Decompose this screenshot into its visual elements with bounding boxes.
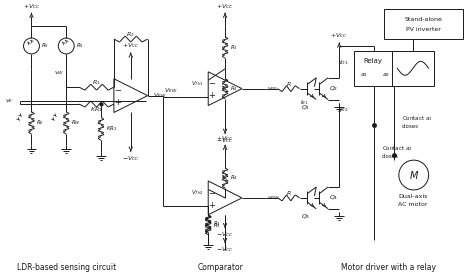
Text: $I_{B1}$: $I_{B1}$ <box>301 98 309 107</box>
Bar <box>354 51 434 86</box>
Text: $R_1$: $R_1$ <box>92 78 101 87</box>
Text: Relay: Relay <box>364 58 383 64</box>
Text: $R_2$: $R_2$ <box>127 30 135 39</box>
Text: $a_2$: $a_2$ <box>382 71 390 79</box>
Text: $R_4$: $R_4$ <box>230 173 238 182</box>
Text: Dual-axis: Dual-axis <box>398 194 428 199</box>
Text: $+V_{CC}$: $+V_{CC}$ <box>216 134 234 143</box>
Text: $R$: $R$ <box>286 80 292 88</box>
Text: Motor driver with a relay: Motor driver with a relay <box>341 263 437 272</box>
Text: AC motor: AC motor <box>398 202 428 207</box>
Text: $Q_1$: $Q_1$ <box>301 103 310 112</box>
Text: $-$: $-$ <box>208 77 216 86</box>
Text: $R_E$: $R_E$ <box>36 118 45 127</box>
Text: $R_3$: $R_3$ <box>213 221 221 230</box>
Text: $R_W$: $R_W$ <box>71 118 81 127</box>
Text: $R_S$: $R_S$ <box>76 41 84 50</box>
Text: $+V_{CC}$: $+V_{CC}$ <box>23 2 40 11</box>
Text: $-V_{CC}$: $-V_{CC}$ <box>216 245 234 254</box>
Text: $-$: $-$ <box>208 187 216 196</box>
Text: $a_1$: $a_1$ <box>360 71 368 79</box>
Text: $R_3$: $R_3$ <box>230 43 238 52</box>
Text: $Q_4$: $Q_4$ <box>328 193 338 202</box>
Text: $+V_{CC}$: $+V_{CC}$ <box>122 41 139 50</box>
Text: Contact $a_2$: Contact $a_2$ <box>382 144 412 153</box>
Text: $I_{O1}$: $I_{O1}$ <box>339 58 349 67</box>
Text: $M$: $M$ <box>409 169 419 181</box>
Text: $V_{EW}$: $V_{EW}$ <box>153 91 166 100</box>
Text: $KR_2$: $KR_2$ <box>106 125 118 133</box>
Text: $Q_3$: $Q_3$ <box>301 212 310 221</box>
Text: Stand-alone: Stand-alone <box>405 17 443 22</box>
Text: $-V_{CC}$: $-V_{CC}$ <box>122 154 139 163</box>
Text: $R_3$: $R_3$ <box>213 219 221 228</box>
Text: $V_{Th2}$: $V_{Th2}$ <box>191 188 203 197</box>
Text: $V_{Th1}$: $V_{Th1}$ <box>191 79 203 88</box>
Text: $+$: $+$ <box>208 90 216 100</box>
Text: $Q_2$: $Q_2$ <box>328 84 338 93</box>
Text: $v_W$: $v_W$ <box>54 69 64 77</box>
Text: Comparator: Comparator <box>197 263 243 272</box>
Text: $+V_{CC}$: $+V_{CC}$ <box>216 2 234 11</box>
Text: $R$: $R$ <box>286 189 292 197</box>
Text: $-V_{CC}$: $-V_{CC}$ <box>216 230 234 239</box>
Text: $R_S$: $R_S$ <box>41 41 50 50</box>
Text: $-V_{CC}$: $-V_{CC}$ <box>216 136 234 145</box>
Text: $I_{O2}$: $I_{O2}$ <box>339 105 349 114</box>
Text: LDR-based sensing circuit: LDR-based sensing circuit <box>17 263 116 272</box>
Text: $+V_{CC}$: $+V_{CC}$ <box>330 32 348 41</box>
Text: $R_4$: $R_4$ <box>230 84 238 93</box>
Text: $v_{PW}$: $v_{PW}$ <box>267 194 280 202</box>
Bar <box>384 9 464 39</box>
Text: closes: closes <box>382 154 399 159</box>
Text: $v_{PE}$: $v_{PE}$ <box>267 85 278 93</box>
Text: $V_{EW}$: $V_{EW}$ <box>164 86 177 95</box>
Text: $+$: $+$ <box>114 97 122 107</box>
Text: closes: closes <box>402 124 419 129</box>
Text: $v_E$: $v_E$ <box>5 97 14 105</box>
Text: $KR_1$: $KR_1$ <box>90 106 103 115</box>
Text: $+$: $+$ <box>208 200 216 210</box>
Text: PV inverter: PV inverter <box>406 27 441 32</box>
Text: $-$: $-$ <box>114 84 122 93</box>
Text: Contact $a_1$: Contact $a_1$ <box>402 114 432 123</box>
